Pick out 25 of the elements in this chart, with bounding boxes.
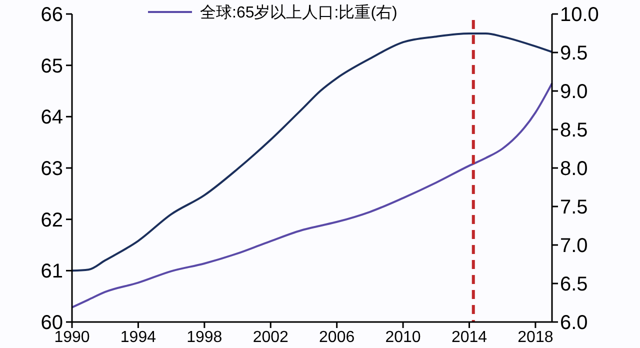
y-tick-label: 62 — [40, 209, 63, 232]
line-series — [71, 32, 553, 272]
y2-tick-label: 9.5 — [560, 42, 588, 64]
y2-tick-label: 6.5 — [560, 274, 588, 296]
x-tick-label: 2002 — [252, 329, 289, 346]
y-tick-label: 61 — [40, 260, 63, 283]
y2-tick-label: 7.5 — [560, 196, 588, 218]
y-tick-label: 66 — [40, 4, 63, 26]
x-tick-label: 2018 — [518, 329, 554, 346]
x-tick-label: 2006 — [319, 329, 355, 346]
y2-tick-label: 9.0 — [560, 81, 588, 103]
line-series — [71, 82, 553, 308]
legend-label: 全球:65岁以上人口:比重(右) — [200, 4, 398, 22]
y2-tick-label: 8.5 — [560, 120, 588, 142]
y2-tick-label: 6.0 — [560, 312, 588, 334]
x-tick-label: 1998 — [186, 329, 222, 346]
y2-tick-label: 10.0 — [560, 4, 599, 26]
x-tick-label: 1994 — [120, 329, 156, 346]
y-tick-label: 64 — [40, 106, 63, 129]
x-tick-label: 2014 — [451, 329, 488, 346]
y-tick-label: 65 — [40, 55, 63, 78]
x-tick-label: 2010 — [385, 329, 421, 346]
y2-tick-label: 7.0 — [560, 235, 588, 257]
y-tick-label: 63 — [40, 158, 63, 180]
y2-tick-label: 8.0 — [560, 158, 588, 180]
